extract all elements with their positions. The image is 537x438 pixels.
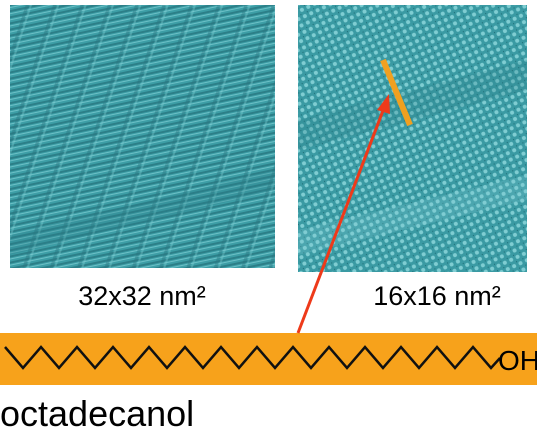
left-image (10, 5, 275, 268)
arrow-head (377, 94, 390, 114)
alkyl-chain (4, 345, 501, 370)
molecule-marker (380, 58, 413, 127)
hydroxyl-label: OH (498, 345, 537, 376)
left-label: 32x32 nm² (78, 281, 206, 311)
right-image (298, 5, 527, 272)
molecule-name: octadecanol (0, 393, 194, 434)
arrow-shaft (296, 107, 386, 334)
right-label: 16x16 nm² (373, 281, 501, 311)
